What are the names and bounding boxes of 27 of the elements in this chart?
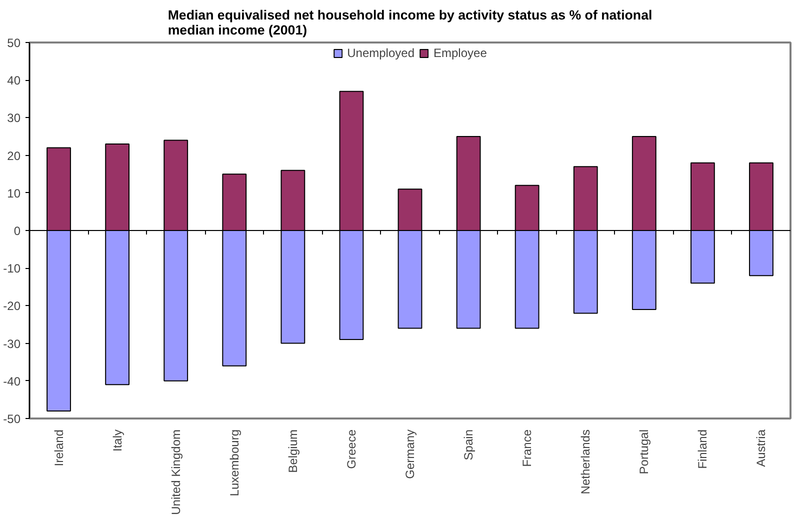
y-tick-label: 0 (14, 224, 21, 238)
chart-title: Median equivalised net household income by activity status as % of national median income (2001) (168, 8, 652, 38)
x-tick-label: Portugal (637, 429, 652, 474)
y-tick-label: 20 (7, 148, 21, 163)
x-tick-label: Netherlands (578, 429, 593, 494)
y-tick-label: -20 (3, 299, 21, 314)
x-tick-label: Greece (344, 429, 358, 469)
x-tick-label: Italy (110, 429, 124, 452)
y-tick-label: -10 (3, 262, 21, 276)
x-tick-label: Finland (696, 430, 710, 469)
x-tick-label: Ireland (52, 429, 66, 466)
legend-label: Unemployed (347, 46, 414, 60)
y-tick-label: 50 (7, 36, 21, 50)
x-tick-label: Austria (754, 429, 768, 467)
y-tick-label: -50 (3, 412, 21, 426)
y-tick-label: -30 (3, 336, 21, 351)
y-tick-label: 10 (7, 186, 21, 200)
x-tick-label: France (520, 429, 534, 467)
legend-label: Employee (434, 46, 487, 60)
x-tick-label: Spain (462, 429, 476, 460)
x-tick-label: United Kingdom (168, 429, 183, 515)
y-tick-label: -40 (3, 374, 21, 388)
x-tick-label: Belgium (286, 429, 300, 473)
x-tick-label: Germany (403, 429, 417, 479)
x-tick-label: Luxembourg (227, 429, 242, 496)
y-tick-label: 40 (7, 74, 21, 88)
y-tick-label: 30 (7, 111, 21, 126)
